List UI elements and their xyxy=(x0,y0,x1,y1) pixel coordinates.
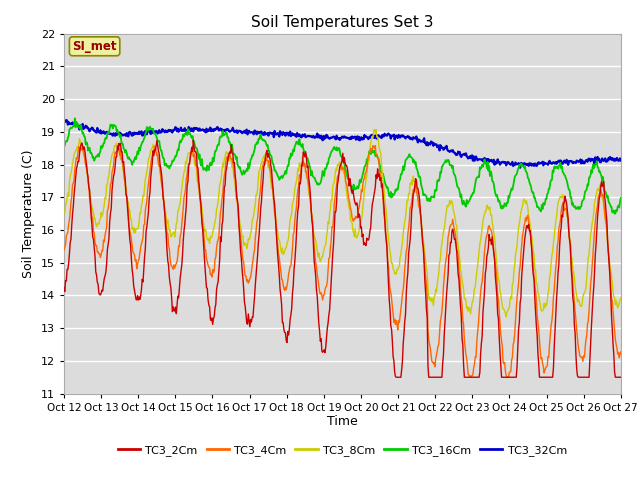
TC3_2Cm xyxy=(392,374,400,380)
TC3_16Cm xyxy=(214,142,222,147)
TC3_8Cm xyxy=(214,204,221,209)
TC3_32Cm xyxy=(185,124,193,130)
TC3_32Cm xyxy=(128,133,136,139)
TC3_8Cm xyxy=(127,216,135,222)
TC3_32Cm xyxy=(516,165,524,170)
TC3_32Cm xyxy=(63,117,70,123)
TC3_2Cm xyxy=(189,137,197,143)
TC3_4Cm xyxy=(128,243,136,249)
TC3_2Cm xyxy=(60,285,68,290)
TC3_2Cm xyxy=(184,179,192,184)
Line: TC3_16Cm: TC3_16Cm xyxy=(64,119,621,214)
Line: TC3_32Cm: TC3_32Cm xyxy=(64,120,621,168)
TC3_4Cm xyxy=(617,349,625,355)
TC3_4Cm xyxy=(185,160,193,166)
TC3_16Cm xyxy=(128,162,136,168)
TC3_32Cm xyxy=(71,121,79,127)
TC3_2Cm xyxy=(412,176,419,181)
TC3_4Cm xyxy=(466,374,474,380)
TC3_32Cm xyxy=(617,157,625,163)
TC3_8Cm xyxy=(411,178,419,184)
TC3_2Cm xyxy=(617,374,625,380)
TC3_8Cm xyxy=(70,152,78,157)
TC3_8Cm xyxy=(502,314,510,320)
TC3_2Cm xyxy=(127,256,135,262)
TC3_16Cm xyxy=(428,194,435,200)
Y-axis label: Soil Temperature (C): Soil Temperature (C) xyxy=(22,149,35,278)
Text: SI_met: SI_met xyxy=(72,40,117,53)
Line: TC3_2Cm: TC3_2Cm xyxy=(64,140,621,377)
TC3_4Cm xyxy=(60,247,68,253)
TC3_32Cm xyxy=(214,125,222,131)
TC3_8Cm xyxy=(617,295,625,301)
TC3_32Cm xyxy=(428,139,435,144)
TC3_16Cm xyxy=(411,161,419,167)
TC3_32Cm xyxy=(411,135,419,141)
TC3_4Cm xyxy=(428,352,435,358)
TC3_8Cm xyxy=(184,151,192,156)
TC3_16Cm xyxy=(71,116,79,121)
TC3_4Cm xyxy=(411,182,419,188)
TC3_16Cm xyxy=(617,195,625,201)
TC3_8Cm xyxy=(371,127,378,132)
TC3_2Cm xyxy=(214,279,222,285)
X-axis label: Time: Time xyxy=(327,415,358,429)
TC3_16Cm xyxy=(185,131,193,137)
TC3_4Cm xyxy=(214,237,222,243)
TC3_32Cm xyxy=(60,117,68,123)
TC3_16Cm xyxy=(70,123,78,129)
Line: TC3_4Cm: TC3_4Cm xyxy=(64,145,621,377)
TC3_2Cm xyxy=(428,374,436,380)
Line: TC3_8Cm: TC3_8Cm xyxy=(64,130,621,317)
Legend: TC3_2Cm, TC3_4Cm, TC3_8Cm, TC3_16Cm, TC3_32Cm: TC3_2Cm, TC3_4Cm, TC3_8Cm, TC3_16Cm, TC3… xyxy=(113,440,572,460)
TC3_8Cm xyxy=(60,211,68,216)
TC3_4Cm xyxy=(115,142,122,148)
TC3_8Cm xyxy=(428,295,435,301)
TC3_16Cm xyxy=(611,211,618,216)
TC3_2Cm xyxy=(70,192,78,198)
Title: Soil Temperatures Set 3: Soil Temperatures Set 3 xyxy=(251,15,434,30)
TC3_4Cm xyxy=(70,177,78,183)
TC3_16Cm xyxy=(60,144,68,150)
